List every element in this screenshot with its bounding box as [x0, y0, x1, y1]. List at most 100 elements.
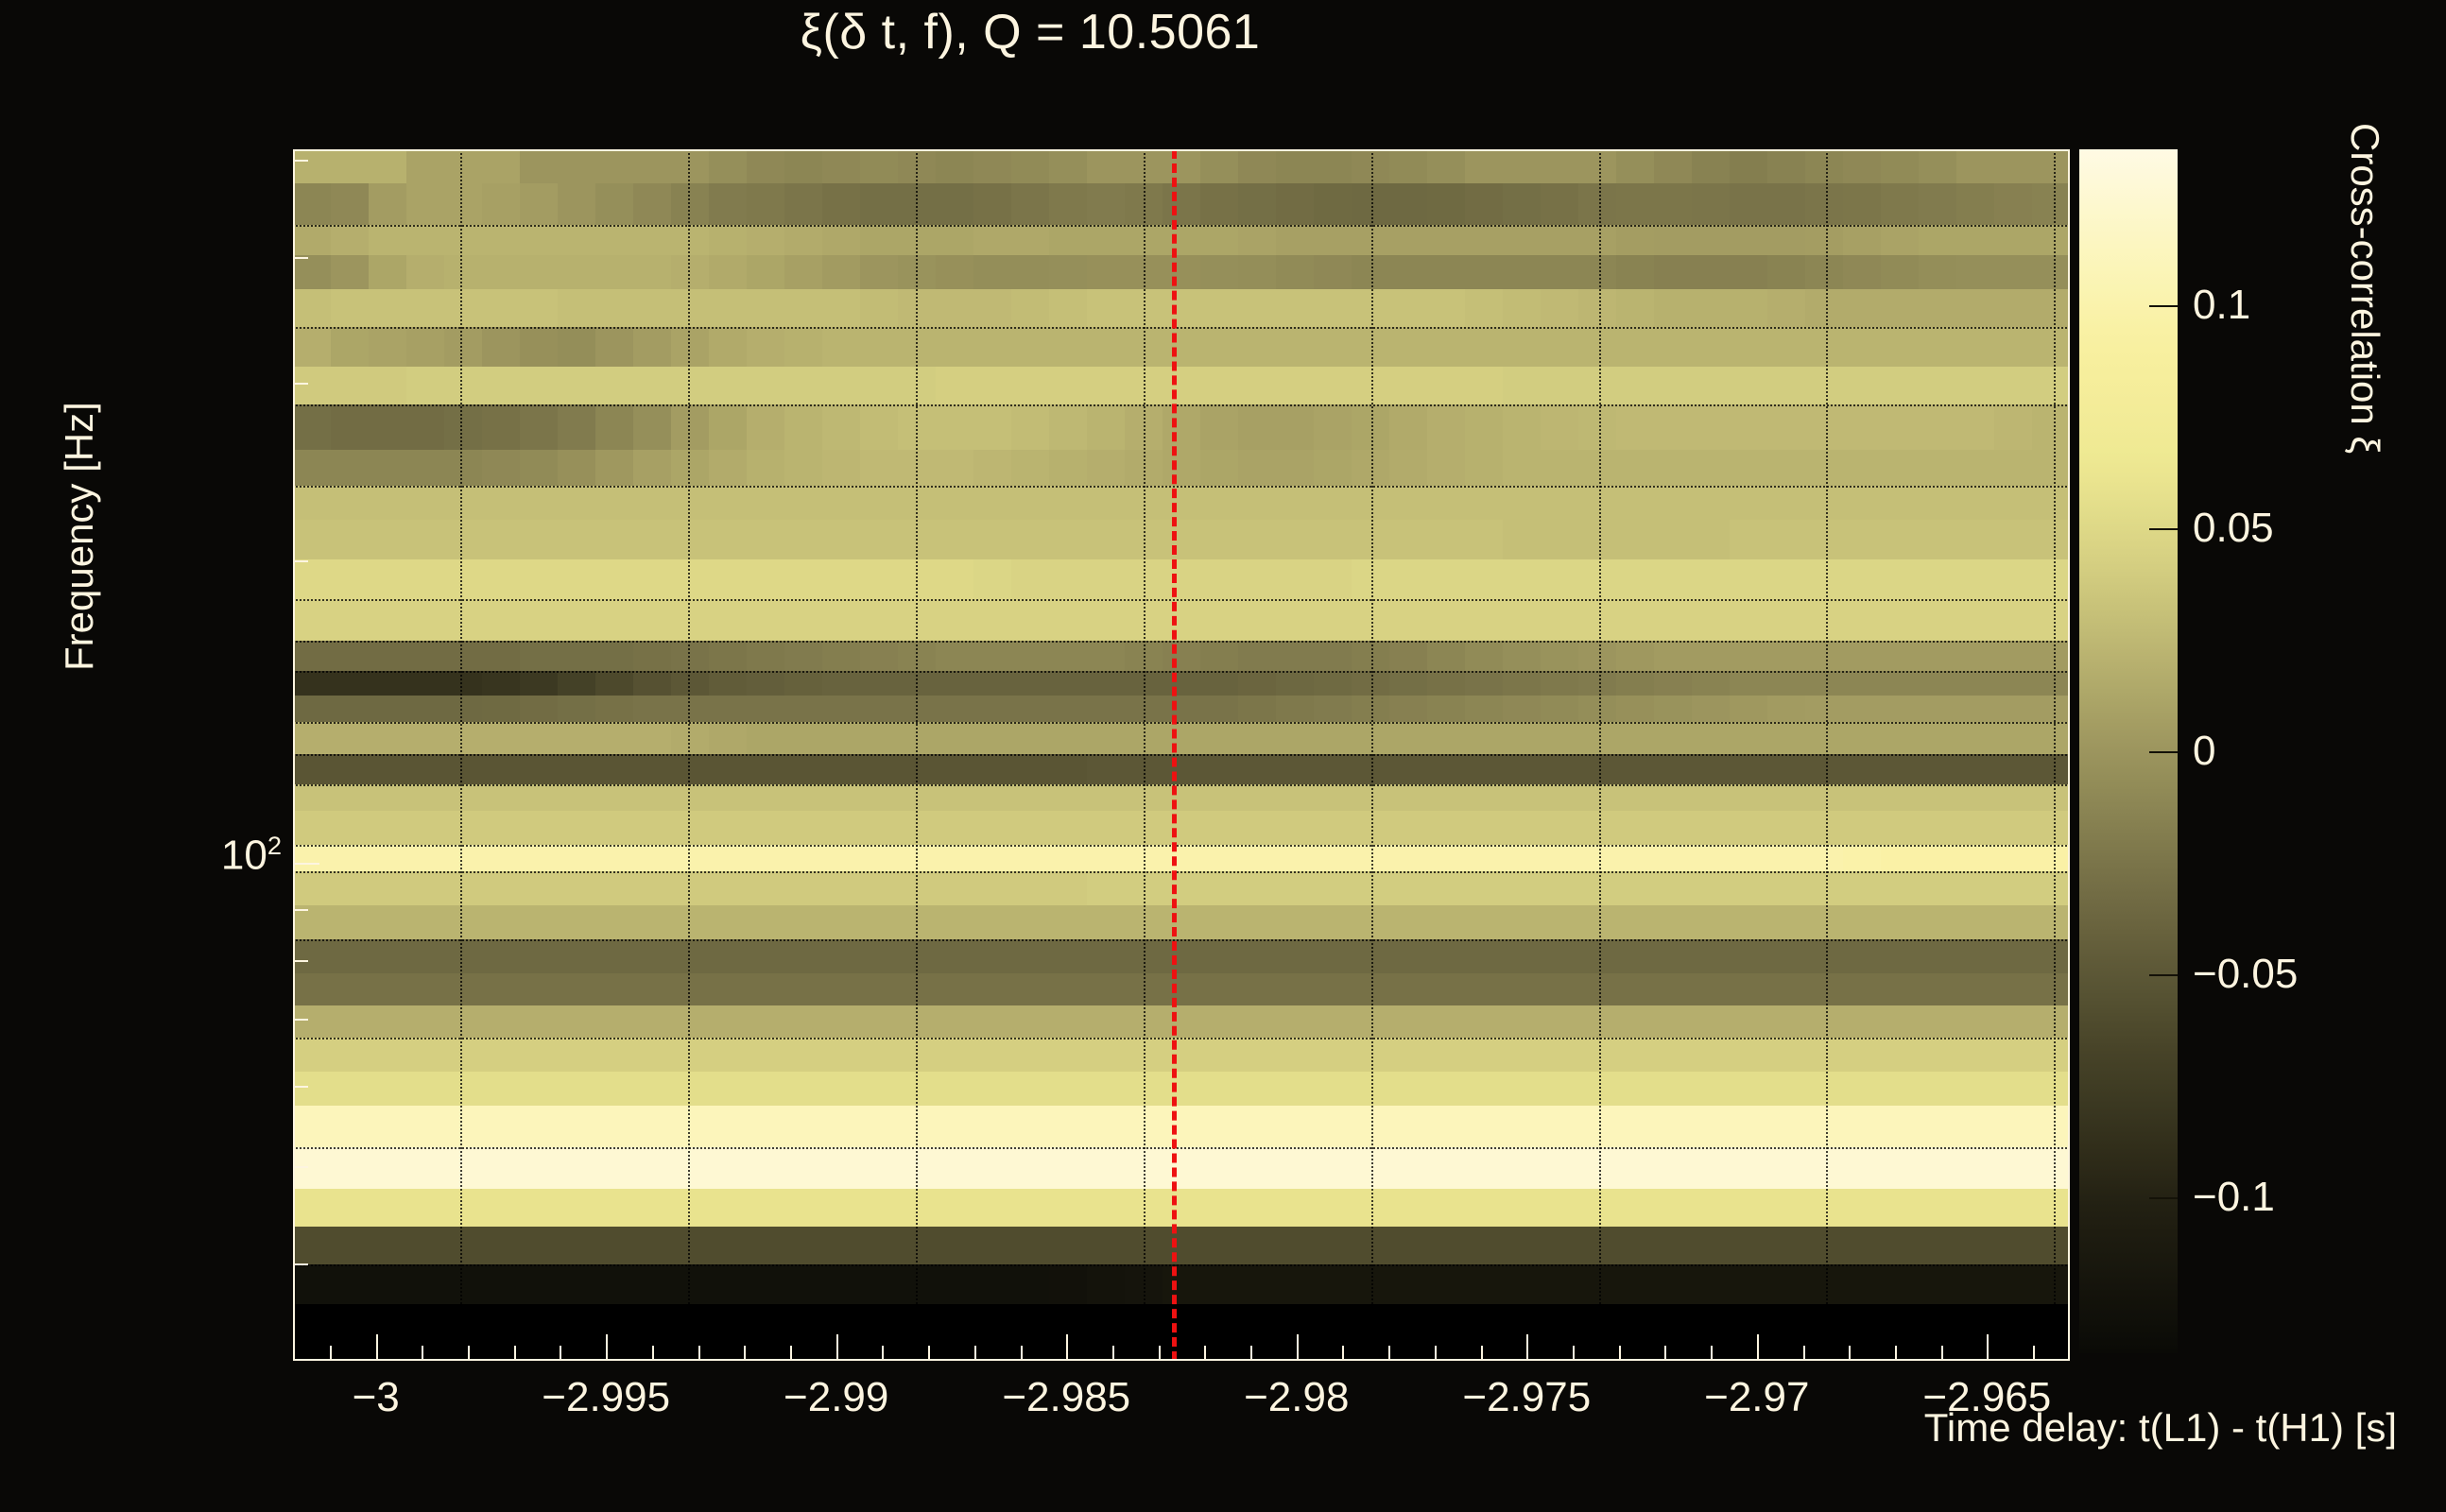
heatmap-cell — [2032, 1072, 2070, 1106]
heatmap-cell — [444, 327, 482, 367]
heatmap-cell — [1956, 367, 1994, 404]
heatmap-cell — [633, 811, 671, 845]
heatmap-cell — [482, 367, 520, 404]
heatmap-cell — [595, 1227, 633, 1264]
heatmap-cell — [671, 784, 709, 811]
heatmap-cell — [936, 754, 973, 784]
heatmap-cell — [1578, 149, 1616, 183]
heatmap-cell — [1389, 671, 1427, 696]
heatmap-cell — [331, 183, 369, 225]
heatmap-cell — [671, 722, 709, 754]
heatmap-cell — [558, 845, 595, 871]
heatmap-cell — [444, 1038, 482, 1072]
heatmap-cell — [1465, 811, 1503, 845]
x-tick-minor — [1940, 1346, 1943, 1361]
heatmap-cell — [1730, 1147, 1767, 1189]
heatmap-cell — [1805, 327, 1843, 367]
heatmap-cell — [1427, 255, 1465, 289]
heatmap-cell — [520, 1227, 558, 1264]
heatmap-cell — [671, 905, 709, 939]
heatmap-cell — [482, 811, 520, 845]
heatmap-cell — [1352, 225, 1389, 255]
heatmap-cell — [1352, 183, 1389, 225]
heatmap-plot-area[interactable] — [293, 149, 2070, 1361]
heatmap-cell — [520, 183, 558, 225]
heatmap-cell — [633, 289, 671, 327]
heatmap-cell — [709, 811, 747, 845]
heatmap-cell — [1805, 1005, 1843, 1038]
heatmap-cell — [860, 1227, 898, 1264]
heatmap-cell — [1087, 486, 1125, 520]
heatmap-cell — [1087, 871, 1125, 905]
heatmap-cell — [1011, 1147, 1049, 1189]
heatmap-cell — [1956, 1072, 1994, 1106]
heatmap-cell — [293, 1227, 331, 1264]
heatmap-cell — [860, 696, 898, 722]
heatmap-cell — [1314, 559, 1352, 599]
heatmap-cell — [2032, 327, 2070, 367]
heatmap-cell — [1238, 1227, 1276, 1264]
heatmap-cell — [595, 845, 633, 871]
heatmap-cell — [482, 1072, 520, 1106]
heatmap-cell — [784, 722, 822, 754]
heatmap-cell — [293, 939, 331, 973]
heatmap-cell — [1352, 1147, 1389, 1189]
heatmap-cell — [1200, 696, 1238, 722]
heatmap-cell — [1805, 871, 1843, 905]
heatmap-cell — [1767, 520, 1805, 559]
heatmap-cell — [1919, 641, 1956, 671]
heatmap-cell — [860, 973, 898, 1005]
y-tick-minor — [293, 1263, 308, 1265]
heatmap-cell — [293, 1147, 331, 1189]
heatmap-cell — [747, 450, 784, 486]
heatmap-cell — [898, 871, 936, 905]
heatmap-cell — [709, 1147, 747, 1189]
heatmap-cell — [1843, 784, 1881, 811]
heatmap-cell — [369, 183, 406, 225]
colorbar[interactable] — [2079, 149, 2178, 1353]
heatmap-cell — [1956, 671, 1994, 696]
heatmap-cell — [1692, 845, 1730, 871]
heatmap-cell — [1730, 1038, 1767, 1072]
heatmap-cell — [595, 1106, 633, 1147]
heatmap-cell — [633, 696, 671, 722]
heatmap-cell — [520, 671, 558, 696]
heatmap-cell — [1238, 520, 1276, 559]
heatmap-cell — [369, 520, 406, 559]
heatmap-cell — [558, 1005, 595, 1038]
heatmap-cell — [1956, 149, 1994, 183]
heatmap-cell — [482, 671, 520, 696]
heatmap-cell — [1767, 905, 1805, 939]
heatmap-cell — [482, 149, 520, 183]
heatmap-cell — [860, 784, 898, 811]
heatmap-cell — [1352, 404, 1389, 450]
heatmap-cell — [1578, 1189, 1616, 1227]
heatmap-cell — [1314, 149, 1352, 183]
heatmap-cell — [1805, 225, 1843, 255]
heatmap-cell — [1200, 871, 1238, 905]
heatmap-cell — [1654, 367, 1692, 404]
heatmap-cell — [1616, 1189, 1654, 1227]
heatmap-cell — [936, 811, 973, 845]
heatmap-cell — [822, 845, 860, 871]
heatmap-cell — [406, 183, 444, 225]
heatmap-cell — [1805, 1264, 1843, 1304]
heatmap-cell — [331, 1038, 369, 1072]
heatmap-cell — [1427, 599, 1465, 641]
heatmap-cell — [709, 1072, 747, 1106]
heatmap-cell — [1200, 1005, 1238, 1038]
heatmap-cell — [936, 1147, 973, 1189]
heatmap-cell — [709, 486, 747, 520]
heatmap-cell — [1276, 871, 1314, 905]
heatmap-cell — [1730, 939, 1767, 973]
colorbar-tick — [2149, 973, 2178, 976]
heatmap-cell — [747, 149, 784, 183]
heatmap-cell — [898, 1072, 936, 1106]
heatmap-cell — [1730, 871, 1767, 905]
heatmap-cell — [595, 1005, 633, 1038]
y-tick-minor — [293, 383, 308, 386]
heatmap-cell — [671, 486, 709, 520]
heatmap-cell — [1994, 520, 2032, 559]
heatmap-cell — [633, 1072, 671, 1106]
heatmap-row — [293, 255, 2070, 289]
